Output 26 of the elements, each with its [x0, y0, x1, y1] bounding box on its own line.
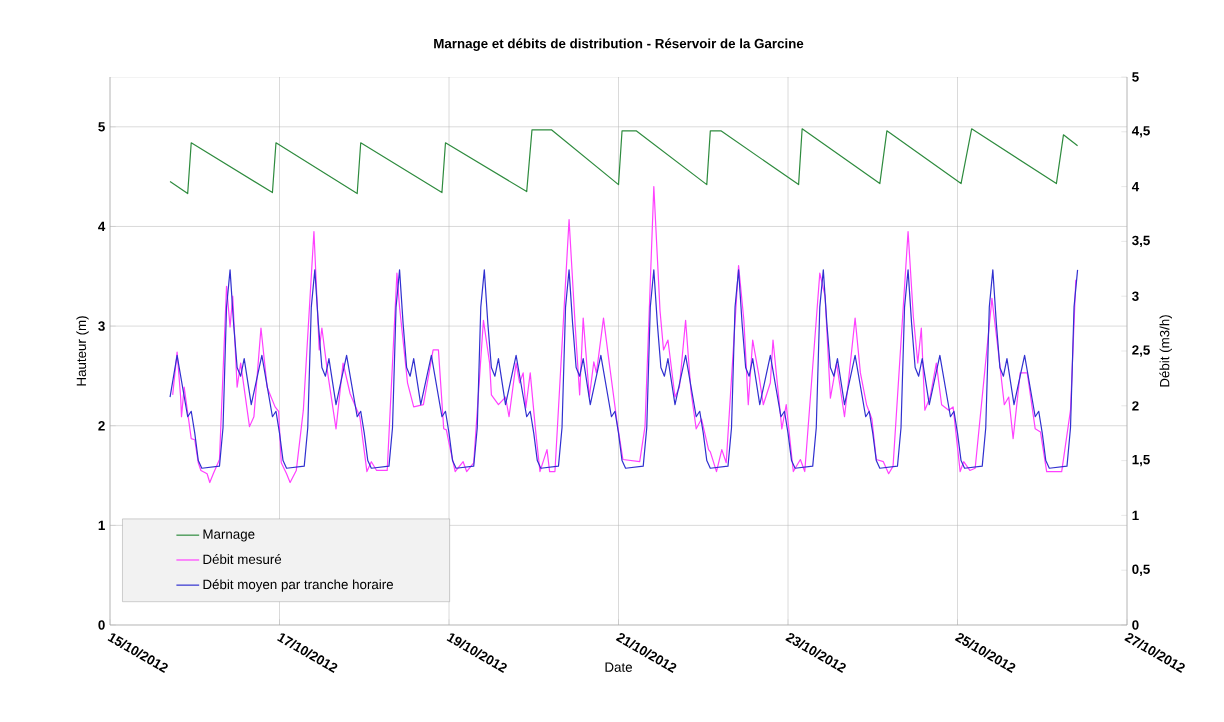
y2-tick-label: 0: [1132, 620, 1139, 630]
y2-tick-label: 1,5: [1132, 454, 1150, 467]
y2-tick-label: 0,5: [1132, 564, 1150, 576]
y2-tick-label: 3: [1132, 291, 1139, 301]
y-tick-label: 3: [98, 321, 105, 331]
line-series: [169, 269, 1079, 469]
y-tick-label: 4: [98, 221, 106, 232]
y2-tick-label: 4: [1131, 182, 1140, 192]
chart-title: Marnage et débits de distribution - Réservoir de la Garcine: [434, 38, 804, 51]
legend-label: Marnage: [203, 529, 255, 542]
y-axis-title: Hauteur (m): [76, 316, 89, 386]
legend-label: Débit mesuré: [203, 554, 282, 565]
y-tick-label: 2: [98, 421, 105, 431]
y2-tick-label: 2: [1132, 401, 1139, 411]
y-tick-label: 5: [98, 122, 105, 132]
y2-tick-label: 3,5: [1132, 235, 1150, 248]
y2-axis-title: Débit (m3/h): [1159, 315, 1172, 387]
y2-tick-label: 5: [1132, 72, 1139, 82]
line-series: [169, 128, 1079, 195]
legend-label: Débit moyen par tranche horaire: [203, 579, 394, 592]
y2-tick-label: 4,5: [1131, 126, 1150, 138]
y-tick-label: 0: [98, 620, 105, 630]
y2-tick-label: 2,5: [1132, 345, 1150, 357]
line-series: [172, 186, 1077, 484]
y-tick-label: 1: [98, 520, 105, 530]
y2-tick-label: 1: [1132, 510, 1139, 520]
